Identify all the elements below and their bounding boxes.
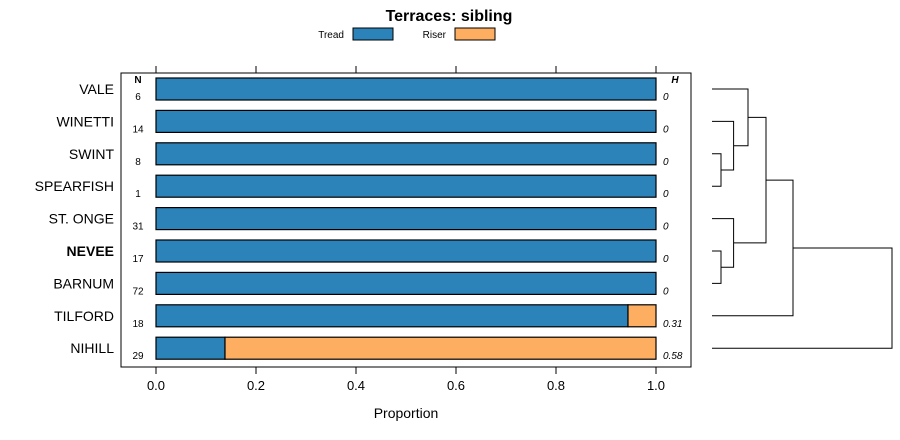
legend-swatch-riser [454,27,496,41]
dendrogram-link [712,120,735,171]
dendrogram-link [712,218,735,268]
bar-riser [627,304,657,328]
category-label: ST. ONGE [49,211,114,227]
category-label: NIHILL [70,340,114,356]
dendrogram-link [712,88,749,147]
dendrogram-link [712,247,893,349]
legend-label-tread: Tread [318,30,344,41]
x-tick-label: 1.0 [647,378,665,393]
bar-tread [155,239,657,263]
category-label: SPEARFISH [35,178,114,194]
n-value: 8 [135,157,141,168]
category-label: VALE [79,81,114,97]
h-value: 0 [663,92,669,103]
h-value: 0.58 [663,351,683,362]
category-label: SWINT [69,146,115,162]
category-label: BARNUM [53,275,114,291]
category-label: NEVEE [67,243,114,259]
legend-swatch-tread [352,27,394,41]
h-value: 0 [663,254,669,265]
x-tick-label: 0.2 [247,378,265,393]
h-value: 0 [663,157,669,168]
bar-riser [224,336,657,360]
bar-tread [155,77,657,101]
bar-tread [155,304,629,328]
dendrogram [712,88,893,349]
bar-tread [155,142,657,166]
plot-area: 0.0 0.2 0.4 0.6 0.8 1.0 Proportion N H VALE 6 0 WINE… [35,66,692,421]
bar-tread [155,109,657,134]
h-value: 0 [663,189,669,200]
n-value: 29 [132,351,144,362]
n-value: 72 [132,286,144,297]
chart-title: Terraces: sibling [386,8,513,25]
category-label: WINETTI [56,113,114,129]
n-value: 31 [132,222,144,233]
dendrogram-link [712,179,794,317]
bar-tread [155,174,657,198]
dendrogram-link [733,116,767,244]
bar-tread [155,207,657,231]
x-tick-label: 0.0 [147,378,165,393]
h-value: 0 [663,124,669,135]
category-label: TILFORD [54,308,114,324]
n-value: 1 [135,189,141,200]
x-tick-label: 0.4 [347,378,365,393]
panel-frame [120,72,692,368]
n-value: 18 [132,319,144,330]
dendrogram-link [712,250,722,284]
bar-tread [155,336,226,360]
h-value: 0 [663,286,669,297]
h-value: 0 [663,222,669,233]
n-value: 6 [135,92,141,103]
h-value: 0.31 [663,319,682,330]
n-column-header: N [134,75,141,86]
legend-label-riser: Riser [423,30,447,41]
h-column-header: H [671,75,679,86]
x-tick-label: 0.6 [447,378,465,393]
n-value: 14 [132,124,144,135]
legend: Tread Riser [318,27,496,41]
bar-tread [155,271,657,295]
x-axis-title: Proportion [374,405,439,421]
dendrogram-link [712,153,722,187]
n-value: 17 [132,254,144,265]
x-tick-label: 0.8 [547,378,565,393]
